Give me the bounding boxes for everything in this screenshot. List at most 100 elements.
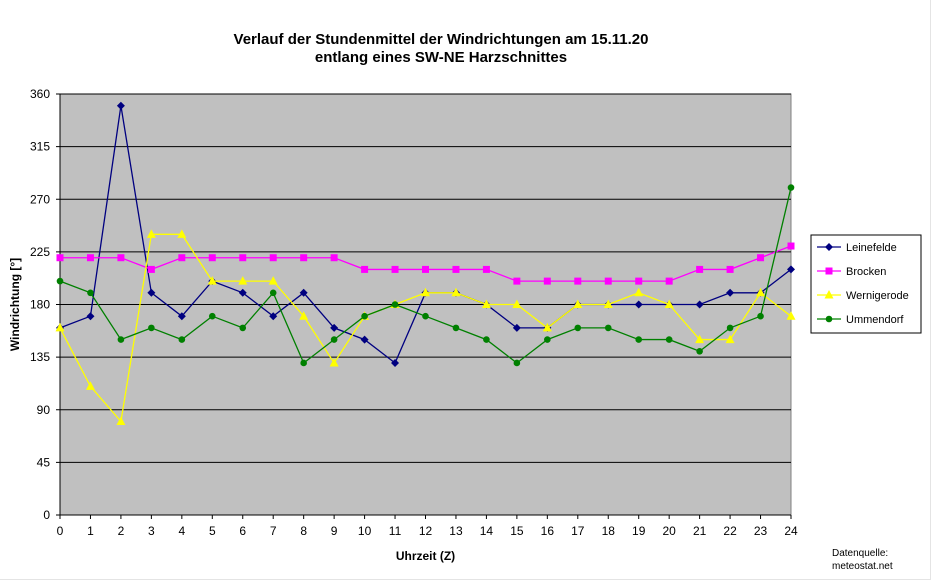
data-point-ummendorf bbox=[117, 336, 125, 343]
data-point-brocken bbox=[757, 254, 765, 262]
data-point-wernigerode bbox=[329, 357, 339, 367]
data-point-leinefelde bbox=[634, 300, 643, 309]
data-point-brocken bbox=[422, 265, 429, 273]
x-tick-label: 16 bbox=[541, 524, 555, 538]
x-tick-label: 23 bbox=[754, 524, 768, 538]
series-wernigerode bbox=[55, 229, 796, 425]
data-point-wernigerode bbox=[481, 299, 491, 308]
x-tick-label: 4 bbox=[178, 524, 185, 538]
y-tick-label: 0 bbox=[43, 508, 50, 522]
source-value: meteostat.net bbox=[832, 561, 893, 572]
y-tick-label: 270 bbox=[30, 192, 50, 206]
data-point-brocken bbox=[208, 254, 216, 262]
legend-item-brocken: Brocken bbox=[817, 266, 886, 278]
data-point-brocken bbox=[726, 265, 734, 273]
x-tick-label: 13 bbox=[449, 524, 463, 538]
x-tick-label: 21 bbox=[693, 524, 707, 538]
legend-item-leinefelde: Leinefelde bbox=[817, 242, 897, 254]
x-tick-label: 5 bbox=[209, 524, 216, 538]
data-point-wernigerode bbox=[786, 311, 796, 320]
data-point-ummendorf bbox=[513, 359, 521, 367]
legend-label: Brocken bbox=[846, 266, 886, 278]
data-point-brocken bbox=[665, 277, 673, 285]
data-point-wernigerode bbox=[238, 276, 248, 285]
x-tick-label: 8 bbox=[300, 524, 307, 538]
data-point-brocken bbox=[56, 254, 64, 262]
y-tick-label: 225 bbox=[30, 245, 50, 259]
data-point-wernigerode bbox=[177, 229, 187, 238]
series-ummendorf bbox=[56, 184, 795, 367]
data-point-ummendorf bbox=[635, 336, 643, 343]
y-tick-label: 315 bbox=[30, 140, 50, 154]
data-point-wernigerode bbox=[146, 229, 156, 238]
legend-marker bbox=[825, 267, 833, 275]
data-point-ummendorf bbox=[56, 277, 64, 285]
y-tick-label: 360 bbox=[30, 87, 50, 101]
data-point-leinefelde bbox=[238, 288, 247, 297]
legend-item-ummendorf: Ummendorf bbox=[817, 314, 904, 326]
data-point-leinefelde bbox=[787, 265, 795, 274]
data-point-brocken bbox=[513, 277, 521, 285]
x-axis-label: Uhrzeit (Z) bbox=[396, 549, 455, 563]
data-point-ummendorf bbox=[665, 336, 673, 343]
data-point-wernigerode bbox=[664, 299, 674, 308]
data-point-brocken bbox=[543, 277, 551, 285]
data-point-leinefelde bbox=[512, 323, 521, 332]
data-point-ummendorf bbox=[483, 336, 490, 343]
data-point-wernigerode bbox=[299, 311, 309, 320]
data-point-wernigerode bbox=[573, 299, 583, 308]
x-tick-label: 24 bbox=[784, 524, 798, 538]
data-point-ummendorf bbox=[544, 336, 551, 343]
x-tick-label: 7 bbox=[270, 524, 277, 538]
data-point-leinefelde bbox=[330, 323, 339, 332]
data-point-ummendorf bbox=[757, 312, 764, 320]
data-point-leinefelde bbox=[177, 312, 186, 321]
y-tick-label: 45 bbox=[37, 455, 51, 469]
y-tick-label: 90 bbox=[37, 403, 51, 417]
data-point-leinefelde bbox=[360, 335, 369, 344]
data-point-wernigerode bbox=[725, 334, 735, 344]
data-point-leinefelde bbox=[695, 300, 704, 309]
data-point-brocken bbox=[787, 242, 795, 250]
data-point-ummendorf bbox=[787, 184, 795, 191]
data-source-note: Datenquelle: meteostat.net bbox=[832, 547, 893, 573]
data-point-ummendorf bbox=[574, 324, 582, 332]
x-tick-label: 15 bbox=[510, 524, 524, 538]
data-point-wernigerode bbox=[634, 287, 644, 297]
data-point-brocken bbox=[117, 254, 125, 262]
data-point-brocken bbox=[482, 265, 490, 273]
chart-title: Verlauf der Stundenmittel der Windrichtu… bbox=[233, 31, 649, 48]
x-tick-label: 22 bbox=[723, 524, 737, 538]
x-tick-label: 11 bbox=[389, 524, 402, 538]
data-point-brocken bbox=[86, 254, 94, 262]
data-point-brocken bbox=[574, 277, 582, 285]
data-point-leinefelde bbox=[116, 101, 125, 110]
x-tick-label: 3 bbox=[148, 524, 155, 538]
data-point-brocken bbox=[361, 265, 369, 273]
data-point-wernigerode bbox=[85, 381, 95, 390]
data-point-wernigerode bbox=[116, 416, 126, 425]
data-point-brocken bbox=[300, 254, 308, 262]
legend-marker bbox=[825, 315, 833, 323]
data-point-wernigerode bbox=[421, 287, 430, 297]
data-point-leinefelde bbox=[391, 358, 400, 367]
data-point-brocken bbox=[269, 254, 277, 262]
data-point-wernigerode bbox=[512, 299, 522, 308]
data-point-wernigerode bbox=[603, 299, 613, 308]
data-point-leinefelde bbox=[726, 288, 735, 297]
data-point-ummendorf bbox=[422, 312, 429, 320]
data-point-ummendorf bbox=[604, 324, 612, 332]
data-point-brocken bbox=[696, 265, 704, 273]
data-point-ummendorf bbox=[148, 324, 155, 332]
y-axis-label: Windrichtung [°] bbox=[8, 258, 22, 351]
x-tick-label: 0 bbox=[57, 524, 64, 538]
x-tick-label: 17 bbox=[571, 524, 585, 538]
data-point-brocken bbox=[239, 254, 247, 262]
data-point-ummendorf bbox=[361, 312, 368, 320]
data-point-leinefelde bbox=[299, 288, 308, 297]
legend-marker bbox=[824, 290, 834, 299]
data-point-wernigerode bbox=[268, 276, 278, 285]
x-tick-label: 14 bbox=[480, 524, 494, 538]
x-tick-label: 2 bbox=[118, 524, 125, 538]
